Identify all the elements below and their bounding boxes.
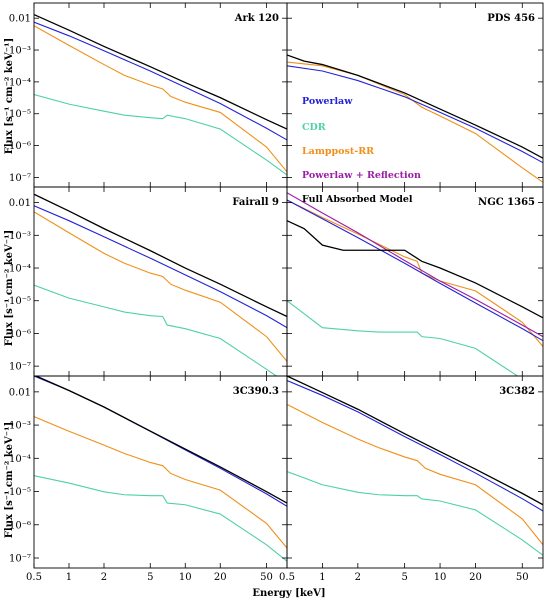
y-axis-label-bottom: Flux [s⁻¹ cm⁻² keV⁻¹] xyxy=(4,422,15,538)
x-tick-label: 50 xyxy=(260,572,273,583)
y-axis-label-middle: Flux [s⁻¹ cm⁻² keV⁻¹] xyxy=(4,230,15,346)
y-tick-label: 10⁻⁴ xyxy=(9,454,31,465)
y-axis-label-top: Flux [s⁻¹ cm⁻² keV⁻¹] xyxy=(4,38,15,154)
plot-area-3c390-3 xyxy=(34,376,287,562)
y-tick-label: 10⁻⁷ xyxy=(9,362,31,373)
panel-label-3c382: 3C382 xyxy=(499,386,535,397)
plot-area-ark-120 xyxy=(34,13,287,176)
x-tick-label: 1 xyxy=(66,572,72,583)
x-tick-label: 10 xyxy=(179,572,192,583)
y-tick-label: 10⁻⁵ xyxy=(9,296,31,307)
plot-area-fairall-9 xyxy=(34,193,287,376)
panel-ark-120: 10⁻⁷ 10⁻⁶ 10⁻⁵ 10⁻⁴ 10⁻³ 0.01 Ark 120 xyxy=(9,2,288,188)
panel-label-3c390-3: 3C390.3 xyxy=(233,386,279,397)
series-line-lamppost-ngc-1365 xyxy=(287,199,543,347)
panel-frame-3c390-3 xyxy=(33,375,288,569)
series-line-reflection-ngc-1365 xyxy=(287,192,543,338)
series-line-full-pds-456 xyxy=(287,54,543,159)
panel-pds-456: PDS 456 xyxy=(286,2,544,188)
panel-3c382: 0.5 1 2 5 10 20 50 3C382 xyxy=(279,375,544,583)
y-tick-label: 10⁻⁶ xyxy=(9,329,31,340)
series-line-cdr-fairall-9 xyxy=(34,284,278,376)
series-line-lamppost-3c390-3 xyxy=(34,416,287,549)
x-tick-label: 0.5 xyxy=(26,572,42,583)
x-tick-label: 20 xyxy=(214,572,227,583)
y-tick-label: 10⁻³ xyxy=(9,46,31,57)
series-line-full-ark-120 xyxy=(34,13,287,130)
series-line-powerlaw-fairall-9 xyxy=(34,205,287,329)
series-line-lamppost-ark-120 xyxy=(34,25,287,173)
x-tick-label: 50 xyxy=(516,572,529,583)
series-line-cdr-3c382 xyxy=(287,471,543,556)
series-line-cdr-ngc-1365 xyxy=(287,300,519,376)
x-tick-label: 2 xyxy=(101,572,107,583)
series-line-full-3c390-3 xyxy=(34,376,287,504)
y-tick-label: 10⁻⁴ xyxy=(9,77,31,88)
series-line-powerlaw-pds-456 xyxy=(287,65,543,164)
x-tick-label: 1 xyxy=(319,572,325,583)
x-axis-label: Energy [keV] xyxy=(252,588,325,599)
panel-frame-3c382 xyxy=(286,375,544,569)
panel-frame-ark-120 xyxy=(33,2,288,188)
y-tick-label: 10⁻⁶ xyxy=(9,520,31,531)
series-line-lamppost-fairall-9 xyxy=(34,211,287,362)
x-tick-label: 2 xyxy=(355,572,361,583)
series-line-lamppost-pds-456 xyxy=(287,61,543,183)
series-line-full-3c382 xyxy=(287,376,543,506)
y-tick-label: 10⁻³ xyxy=(9,421,31,432)
legend-item-reflection: Powerlaw + Reflection xyxy=(302,170,421,181)
y-tick-label: 0.01 xyxy=(9,14,31,25)
series-line-powerlaw-ark-120 xyxy=(34,21,287,141)
x-tick-label: 5 xyxy=(147,572,153,583)
panel-frame-ngc-1365 xyxy=(286,186,544,377)
legend-item-powerlaw: Powerlaw xyxy=(302,96,353,107)
panel-label-fairall-9: Fairall 9 xyxy=(232,197,279,208)
panel-3c390-3: 0.5 1 2 5 10 20 50 10⁻⁷ 10⁻⁶ 10⁻⁵ 10⁻⁴ 10⁻³ 0.01 3C39… xyxy=(9,375,288,583)
y-tick-label: 10⁻⁴ xyxy=(9,264,31,275)
legend: Powerlaw CDR Lamppost-RR Powerlaw + Refl… xyxy=(302,96,421,205)
plot-area-pds-456 xyxy=(287,54,543,183)
legend-item-lamppost: Lamppost-RR xyxy=(302,146,374,157)
x-tick-label: 0.5 xyxy=(279,572,295,583)
panel-label-ngc-1365: NGC 1365 xyxy=(478,197,535,208)
panel-fairall-9: 10⁻⁷ 10⁻⁶ 10⁻⁵ 10⁻⁴ 10⁻³ 0.01 Fairall 9 xyxy=(9,186,288,377)
x-tick-label: 5 xyxy=(401,572,407,583)
panel-label-pds-456: PDS 456 xyxy=(487,13,535,24)
series-line-powerlaw-ngc-1365 xyxy=(287,199,543,342)
panel-frame-fairall-9 xyxy=(33,186,288,377)
y-tick-label: 10⁻⁷ xyxy=(9,553,31,564)
y-tick-label: 0.01 xyxy=(9,387,31,398)
series-line-cdr-ark-120 xyxy=(34,94,287,176)
plot-area-ngc-1365 xyxy=(287,192,543,376)
series-line-full-fairall-9 xyxy=(34,193,287,318)
panel-label-ark-120: Ark 120 xyxy=(234,13,279,24)
x-tick-label: 10 xyxy=(434,572,447,583)
y-tick-label: 10⁻⁵ xyxy=(9,109,31,120)
y-tick-label: 10⁻³ xyxy=(9,231,31,242)
panels-layer: 10⁻⁷10⁻⁶10⁻⁵10⁻⁴10⁻³0.01 Ark 120 PDS 45610… xyxy=(9,2,544,583)
y-tick-label: 10⁻⁶ xyxy=(9,141,31,152)
y-tick-label: 0.01 xyxy=(9,198,31,209)
legend-item-cdr: CDR xyxy=(302,122,326,133)
series-line-cdr-3c390-3 xyxy=(34,475,287,562)
legend-item-full: Full Absorbed Model xyxy=(302,194,413,205)
series-line-powerlaw-3c382 xyxy=(287,379,543,512)
series-line-lamppost-3c382 xyxy=(287,403,543,546)
y-tick-label: 10⁻⁷ xyxy=(9,173,31,184)
y-tick-label: 10⁻⁵ xyxy=(9,487,31,498)
series-line-full-ngc-1365 xyxy=(287,220,543,319)
x-tick-label: 20 xyxy=(469,572,482,583)
plot-area-3c382 xyxy=(287,376,543,556)
panel-ngc-1365: NGC 1365 xyxy=(286,186,544,377)
panel-frame-pds-456 xyxy=(286,2,544,188)
